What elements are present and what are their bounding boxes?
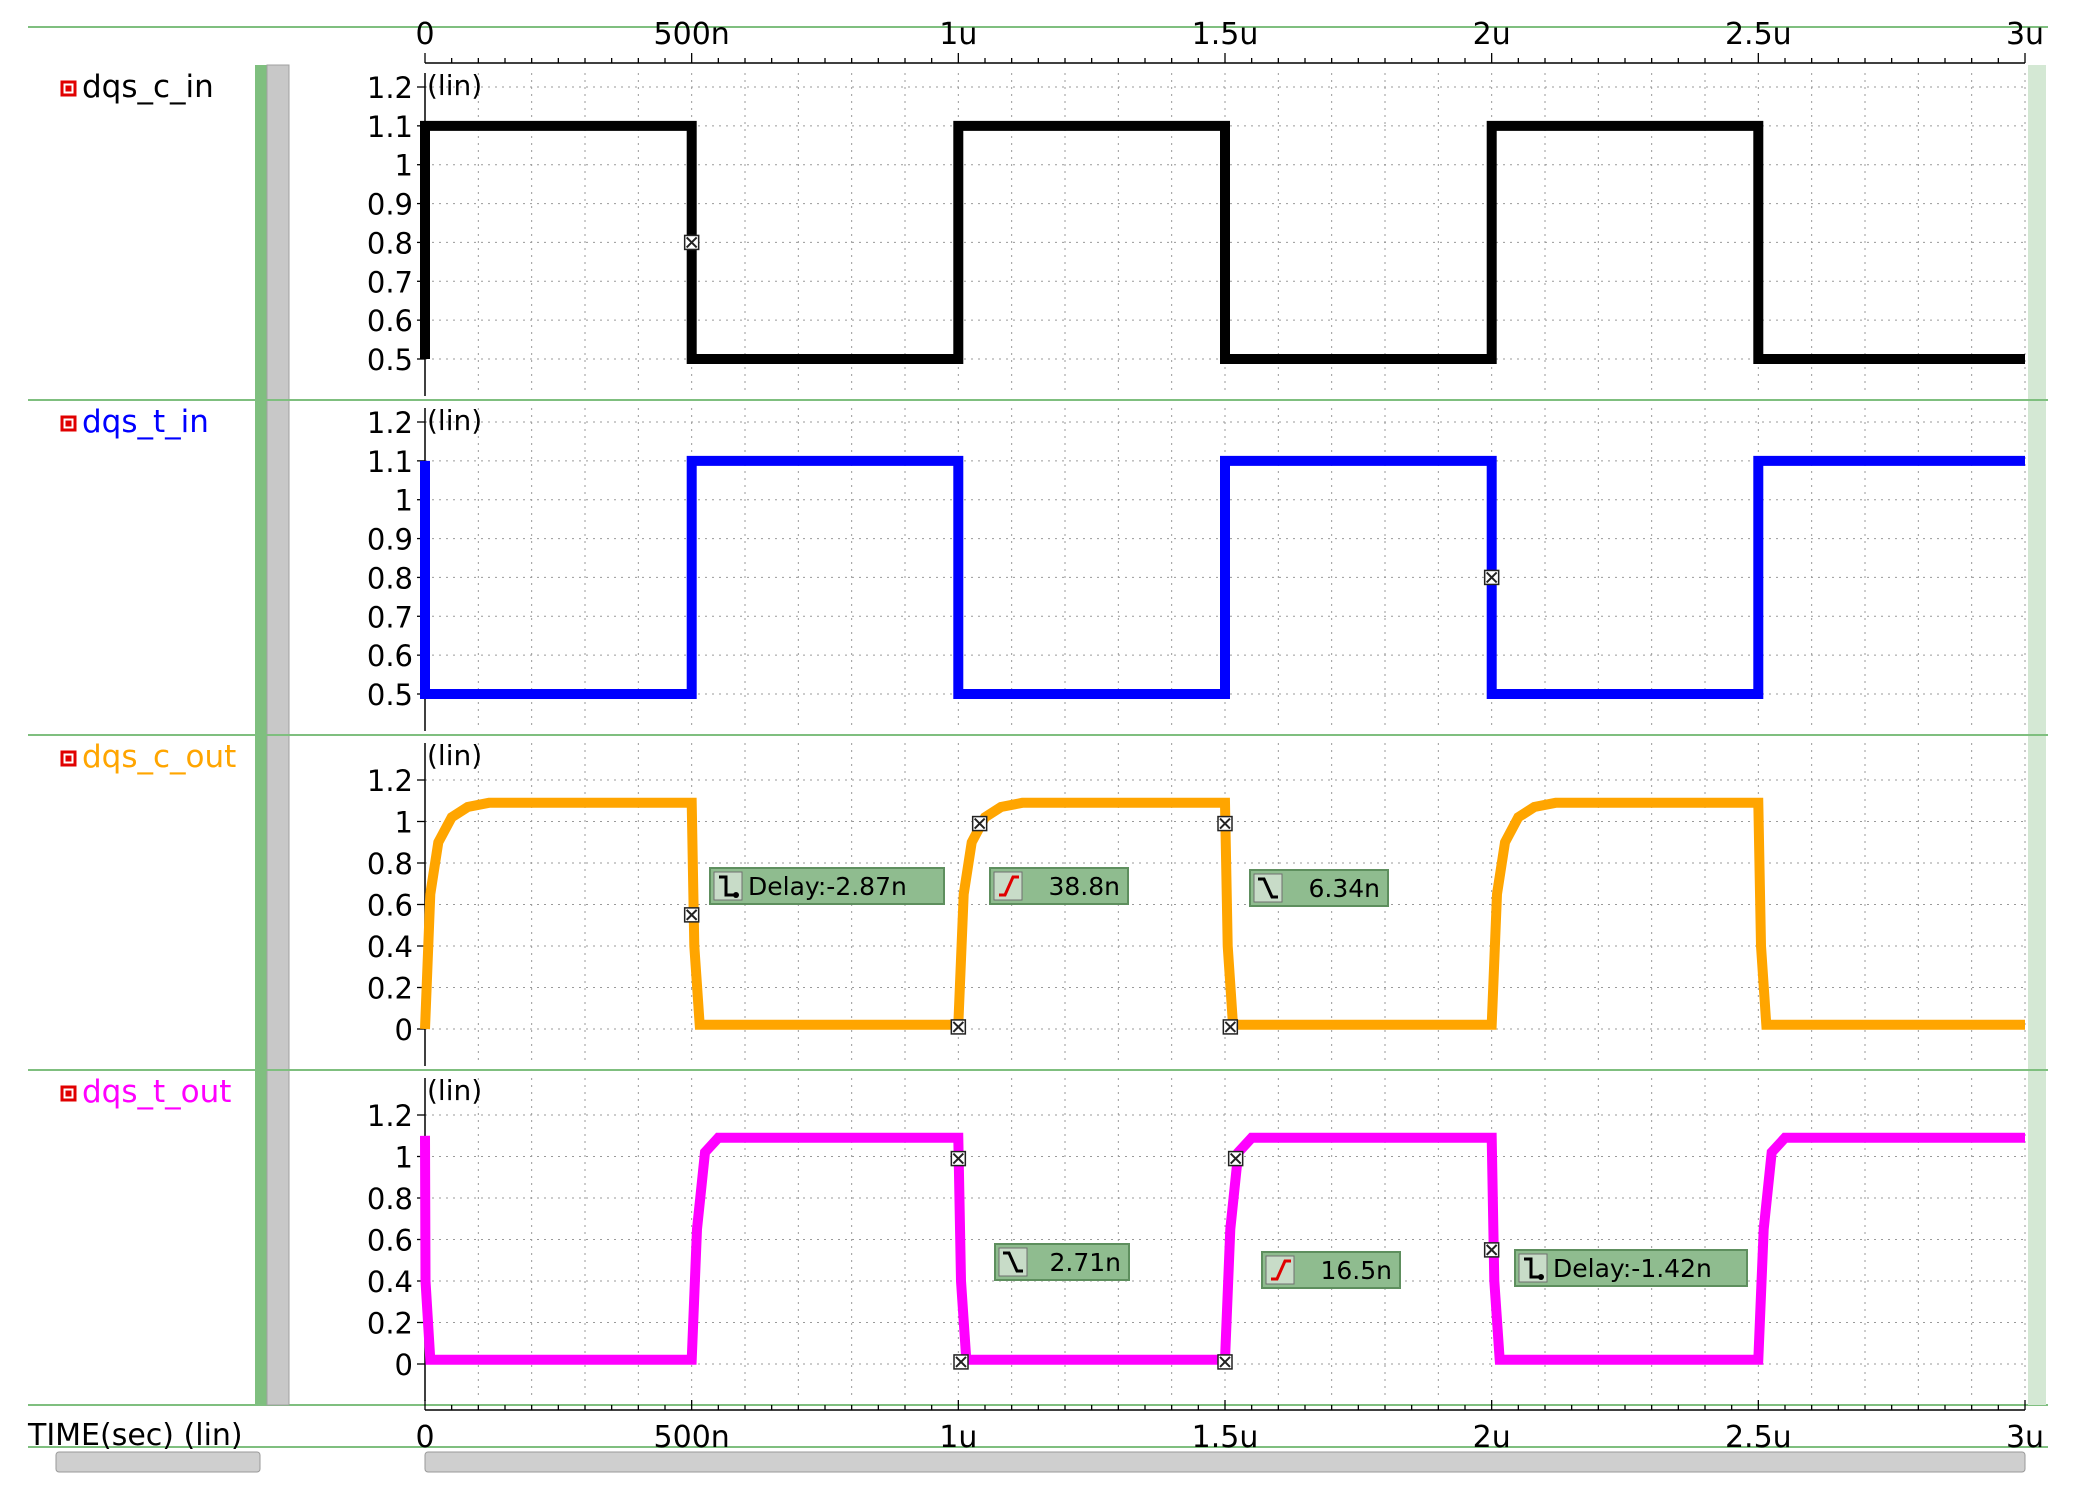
measurement-marker[interactable] — [971, 815, 988, 832]
measurement-delay[interactable]: Delay:-1.42n — [1514, 1249, 1748, 1287]
time-tick-label: 1u — [939, 1420, 977, 1455]
panel-dqs_c_out: dqs_c_out 1.2 1 0.8 0.6 0.4 0.2 0 (lin) — [60, 739, 2026, 1066]
y-tick-label: 0.6 — [367, 889, 413, 923]
measurement-value: 2.71n — [1049, 1248, 1121, 1277]
y-tick-label: 0.6 — [367, 304, 413, 338]
y-tick-label: 1.1 — [367, 110, 413, 144]
measurement-marker[interactable] — [950, 1150, 967, 1167]
time-tick-label: 1u — [939, 17, 977, 52]
y-tick-label: 0.8 — [367, 1182, 413, 1216]
waveform-dqs_c_in[interactable] — [420, 120, 2025, 364]
y-tick-label: 0.5 — [367, 678, 413, 712]
measurement-marker[interactable] — [1217, 1354, 1233, 1370]
signal-name-dqs_t_out[interactable]: dqs_t_out — [60, 1074, 231, 1110]
y-tick-label: 0 — [395, 1013, 413, 1047]
measurement-fall[interactable]: 6.34n — [1249, 869, 1389, 907]
measurement-marker[interactable] — [1483, 1242, 1500, 1258]
waveform-dqs_t_out[interactable] — [420, 1132, 2025, 1365]
signal-name-dqs_c_in[interactable]: dqs_c_in — [60, 69, 214, 105]
measurement-marker[interactable] — [683, 907, 700, 923]
waveform-dqs_t_in[interactable] — [420, 455, 2025, 699]
measurement-marker[interactable] — [953, 1354, 969, 1370]
measurement-value: Delay:-1.42n — [1553, 1254, 1712, 1283]
y-tick-label: 1 — [395, 1141, 413, 1175]
scale-label: (lin) — [427, 1074, 482, 1107]
time-tick-label: 2u — [1473, 1420, 1511, 1455]
time-tick-label: 2.5u — [1725, 1420, 1792, 1455]
y-tick-label: 0.8 — [367, 561, 413, 595]
measurement-value: Delay:-2.87n — [748, 872, 907, 901]
y-tick-label: 0.4 — [367, 1265, 413, 1299]
top-time-axis: 0 500n 1u 1.5u 2u 2.5u 3u — [415, 17, 2044, 64]
panel-dqs_t_in: dqs_t_in 1.2 1.1 1 0.9 0.8 0.7 0.6 0.5 (lin) — [60, 404, 2026, 731]
scale-label: (lin) — [427, 739, 482, 772]
measurement-marker[interactable] — [1222, 1019, 1239, 1035]
name-column-scrollbar[interactable] — [55, 1451, 261, 1473]
y-tick-label: 1 — [395, 149, 413, 183]
y-tick-label: 1.1 — [367, 445, 413, 479]
signal-name-dqs_c_out[interactable]: dqs_c_out — [60, 739, 236, 775]
y-tick-label: 0.7 — [367, 265, 413, 299]
y-tick-label: 1.2 — [367, 406, 413, 440]
time-tick-label: 2.5u — [1725, 17, 1792, 52]
y-tick-label: 0.2 — [367, 1307, 413, 1341]
y-tick-label: 1.2 — [367, 71, 413, 105]
signal-name-dqs_t_in[interactable]: dqs_t_in — [60, 404, 209, 440]
time-tick-label: 500n — [654, 1420, 730, 1455]
time-tick-label: 1.5u — [1192, 17, 1259, 52]
y-tick-label: 0.7 — [367, 600, 413, 634]
waveform-dqs_c_out[interactable] — [420, 797, 2025, 1030]
y-tick-label: 1.2 — [367, 1099, 413, 1133]
measurement-marker[interactable] — [950, 1019, 967, 1035]
time-tick-label: 3u — [2006, 17, 2044, 52]
y-tick-label: 0.6 — [367, 1224, 413, 1258]
time-scrollbar[interactable] — [424, 1451, 2026, 1473]
scale-label: (lin) — [427, 404, 482, 437]
y-tick-label: 0 — [395, 1348, 413, 1382]
measurement-delay[interactable]: Delay:-2.87n — [709, 867, 945, 905]
panel-dqs_c_in: dqs_c_in 1.2 1.1 1 0.9 0.8 0.7 0.6 0.5 (lin) — [60, 69, 2026, 396]
y-tick-label: 0.5 — [367, 343, 413, 377]
scale-label: (lin) — [427, 69, 482, 102]
y-tick-label: 1.2 — [367, 764, 413, 798]
time-tick-label: 0 — [415, 17, 434, 52]
y-tick-label: 0.9 — [367, 188, 413, 222]
y-tick-label: 0.6 — [367, 639, 413, 673]
signal-name-label: dqs_t_out — [82, 1074, 231, 1110]
y-tick-label: 1 — [395, 484, 413, 518]
y-tick-label: 0.8 — [367, 847, 413, 881]
signal-name-label: dqs_c_in — [82, 69, 214, 105]
time-tick-label: 2u — [1473, 17, 1511, 52]
time-axis-label: TIME(sec) (lin) — [27, 1418, 243, 1453]
time-tick-label: 0 — [415, 1420, 434, 1455]
time-tick-label: 3u — [2006, 1420, 2044, 1455]
time-tick-label: 500n — [654, 17, 730, 52]
time-tick-label: 1.5u — [1192, 1420, 1259, 1455]
measurement-value: 38.8n — [1048, 872, 1120, 901]
signal-name-label: dqs_t_in — [82, 404, 209, 440]
measurement-value: 16.5n — [1320, 1256, 1392, 1285]
signal-name-label: dqs_c_out — [82, 739, 236, 775]
measurement-marker[interactable] — [1217, 815, 1233, 832]
y-tick-label: 1 — [395, 806, 413, 840]
measurement-rise[interactable]: 16.5n — [1261, 1251, 1401, 1289]
measurement-marker[interactable] — [683, 234, 700, 251]
bottom-time-axis: 0 500n 1u 1.5u 2u 2.5u 3u — [415, 1400, 2044, 1455]
y-tick-label: 0.9 — [367, 523, 413, 557]
measurement-marker[interactable] — [1483, 569, 1500, 586]
y-tick-label: 0.8 — [367, 226, 413, 260]
measurement-fall[interactable]: 2.71n — [994, 1243, 1130, 1281]
y-tick-label: 0.2 — [367, 972, 413, 1006]
measurement-rise[interactable]: 38.8n — [989, 867, 1129, 905]
measurement-value: 6.34n — [1308, 874, 1380, 903]
measurement-marker[interactable] — [1227, 1150, 1244, 1167]
y-tick-label: 0.4 — [367, 930, 413, 964]
